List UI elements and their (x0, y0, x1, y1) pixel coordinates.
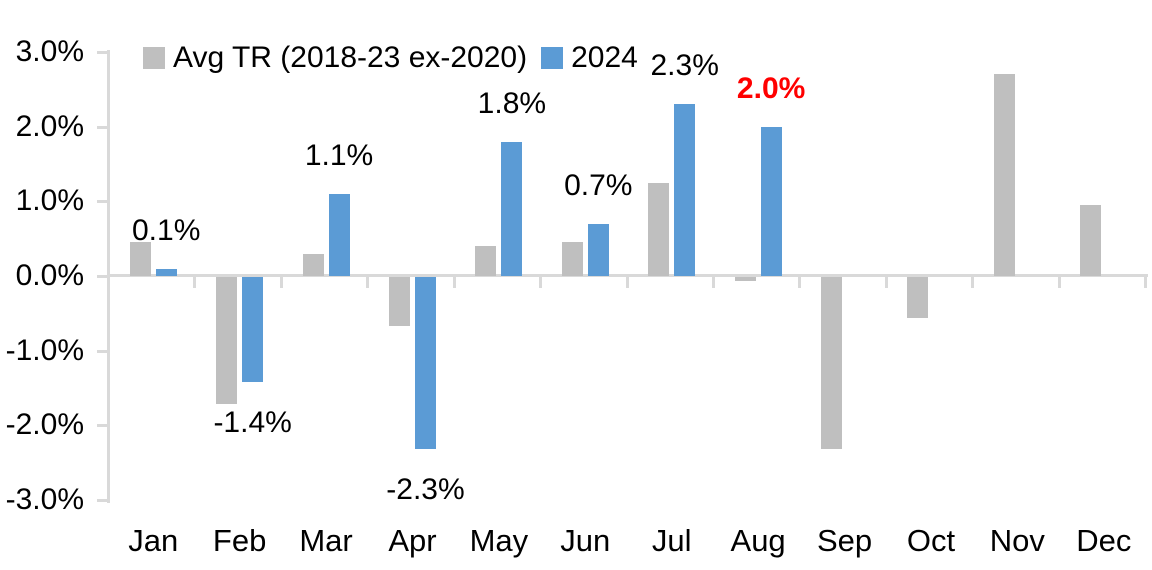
data-label-aug: 2.0% (736, 71, 806, 105)
bar-avg-jun (561, 242, 583, 276)
y-axis-tick-label: -2.0% (5, 408, 84, 442)
bar-2024-jul (674, 104, 696, 276)
data-label-jul: 2.3% (650, 49, 719, 83)
x-axis-tick (711, 277, 715, 288)
x-axis-month-label: Oct (906, 523, 956, 558)
bar-2024-jun (587, 223, 609, 276)
x-axis-tick (884, 277, 888, 288)
data-label-jan: 0.1% (132, 213, 201, 247)
legend-item-2024: 2024 (541, 41, 638, 75)
bar-avg-nov (993, 74, 1015, 276)
x-axis-month-label: Dec (1076, 523, 1132, 558)
x-axis-tick (279, 277, 283, 288)
data-label-mar: 1.1% (304, 138, 374, 172)
bar-avg-sep (821, 277, 843, 449)
bar-avg-dec (1080, 205, 1102, 276)
bar-avg-mar (302, 253, 324, 276)
x-axis-tick (452, 277, 456, 288)
legend-label-avg-tr: Avg TR (2018-23 ex-2020) (173, 41, 528, 74)
x-axis-month-label: Jan (128, 523, 179, 558)
y-axis-tick (97, 349, 107, 353)
chart-legend: Avg TR (2018-23 ex-2020) 2024 (143, 41, 638, 75)
x-axis-tick (539, 277, 543, 288)
bar-avg-jan (129, 242, 151, 276)
x-axis-tick (107, 277, 110, 288)
legend-swatch-2024-icon (541, 47, 564, 69)
bar-2024-aug (760, 126, 782, 276)
bar-avg-jul (648, 182, 670, 276)
legend-item-avg-tr: Avg TR (2018-23 ex-2020) (143, 41, 527, 75)
y-axis-tick (97, 125, 107, 129)
bar-2024-feb (242, 277, 264, 382)
y-axis-tick (97, 200, 107, 204)
y-axis-tick-label: 2.0% (15, 109, 84, 143)
x-axis-month-label: May (469, 523, 529, 558)
bar-avg-aug (734, 277, 756, 281)
y-axis-tick (97, 499, 107, 502)
x-axis-tick (1144, 277, 1147, 288)
x-axis-zero-line (107, 274, 1148, 277)
bar-avg-may (475, 246, 497, 276)
bar-avg-oct (907, 277, 929, 319)
x-axis-tick (971, 277, 975, 288)
y-axis-tick (97, 275, 107, 278)
bar-2024-jan (155, 268, 177, 276)
y-axis-tick-label: 1.0% (15, 184, 84, 218)
y-axis-tick (97, 51, 107, 54)
bar-2024-apr (414, 277, 436, 449)
x-axis-tick (366, 277, 370, 288)
x-axis-month-label: Feb (212, 523, 267, 558)
y-axis-tick-label: -1.0% (5, 333, 84, 367)
y-axis-tick (97, 424, 107, 428)
bar-2024-may (501, 141, 523, 276)
data-label-may: 1.8% (477, 86, 547, 120)
data-label-apr: -2.3% (386, 472, 465, 506)
bar-avg-apr (388, 277, 410, 326)
legend-swatch-avg-tr-icon (143, 47, 165, 69)
x-axis-tick (1057, 277, 1061, 288)
legend-label-2024: 2024 (571, 41, 638, 74)
bar-avg-feb (216, 277, 238, 404)
x-axis-month-label: Sep (816, 523, 873, 558)
x-axis-month-label: Mar (299, 523, 353, 558)
x-axis-month-label: Jun (560, 523, 611, 558)
y-axis-tick-label: -3.0% (5, 483, 84, 516)
y-axis-tick-label: 0.0% (15, 259, 84, 292)
x-axis-month-label: Nov (989, 523, 1045, 558)
x-axis-month-label: Aug (730, 523, 786, 558)
data-label-feb: -1.4% (213, 405, 292, 439)
x-axis-tick (798, 277, 802, 288)
x-axis-month-label: Apr (388, 523, 437, 558)
x-axis-month-label: Jul (651, 523, 692, 558)
data-label-jun: 0.7% (564, 168, 633, 202)
x-axis-tick (193, 277, 197, 288)
bar-2024-mar (328, 193, 350, 276)
x-axis-tick (625, 277, 629, 288)
y-axis-tick-label: 3.0% (15, 35, 84, 68)
